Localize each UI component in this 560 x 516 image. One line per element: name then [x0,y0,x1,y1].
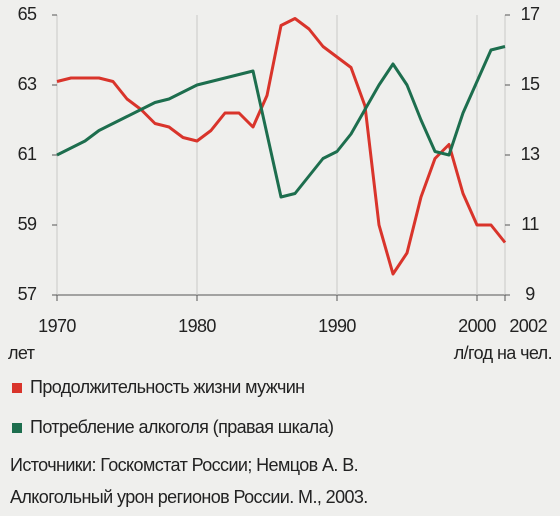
x-tick-label: 1990 [318,316,356,336]
data-line [56,17,507,276]
data-line [56,45,506,199]
source-line: Алкогольный урон регионов России. М., 20… [10,487,368,507]
y2-unit: л/год на чел. [454,343,552,363]
x-tick-label: 2002 [509,316,547,336]
x-tick-label: 1980 [178,316,216,336]
y-tick-label: 57 [18,284,37,304]
legend-swatch [12,383,22,393]
y2-tick-label: 15 [521,74,540,94]
legend-label: Продолжительность жизни мужчин [30,377,305,397]
y2-tick-label: 9 [525,284,535,304]
y2-tick-label: 13 [521,144,540,164]
y2-tick-label: 17 [521,4,540,24]
x-tick-label: 1970 [38,316,76,336]
y2-tick-label: 11 [521,214,539,234]
y-unit: лет [8,343,35,363]
legend-label: Потребление алкоголя (правая шкала) [30,417,333,437]
legend-swatch [12,423,22,433]
y-tick-label: 65 [18,4,37,24]
source-line: Источники: Госкомстат России; Немцов А. … [10,455,358,475]
x-tick-label: 2000 [458,316,496,336]
y-tick-label: 61 [18,144,37,164]
y-tick-label: 63 [18,74,37,94]
y-tick-label: 59 [18,214,37,234]
